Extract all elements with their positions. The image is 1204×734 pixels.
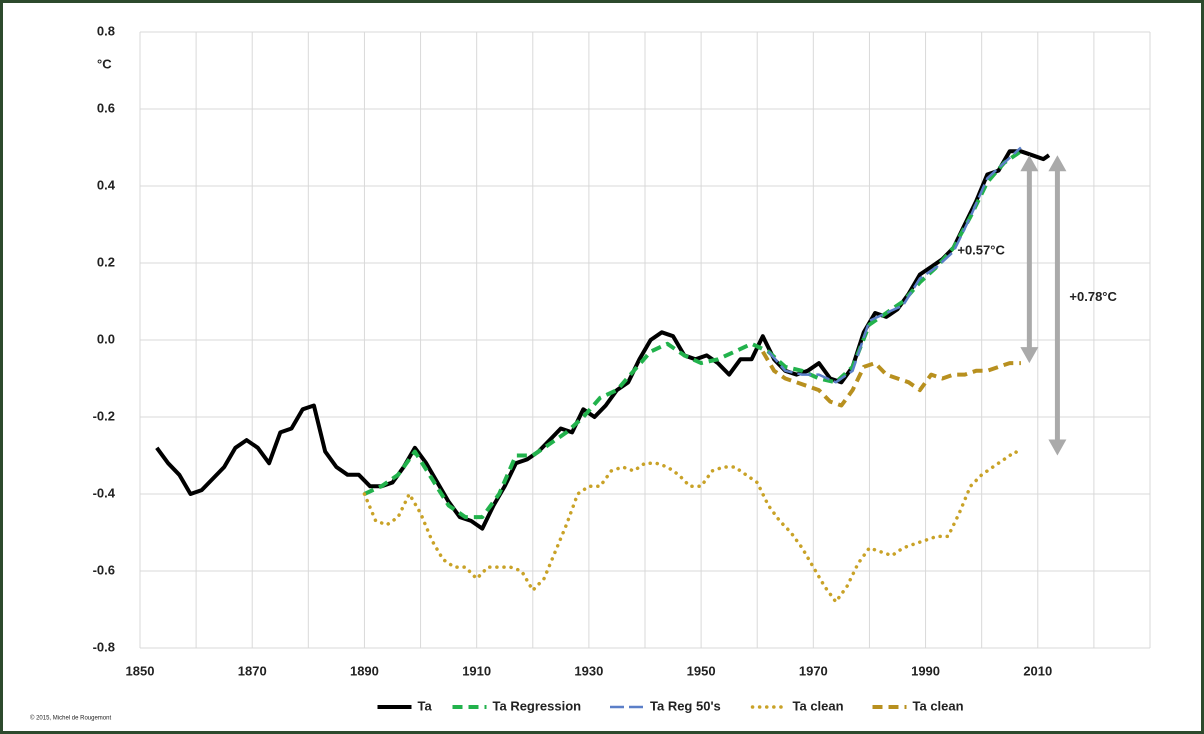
legend-label: Ta Regression xyxy=(493,698,582,713)
y-tick-label: 0.8 xyxy=(97,23,115,38)
x-tick-label: 1850 xyxy=(126,663,155,678)
y-tick-label: -0.8 xyxy=(93,639,115,654)
credit: © 2015, Michel de Rougemont xyxy=(30,715,111,722)
annotation-label: +0.78°C xyxy=(1069,289,1117,304)
y-tick-label: 0.4 xyxy=(97,177,116,192)
legend-label: Ta xyxy=(418,698,433,713)
chart: °C © 2015, Michel de Rougemont -0.8 -0.6 -… xyxy=(30,23,1151,722)
y-tick-label: 0.6 xyxy=(97,100,115,115)
annotation-arrow-head xyxy=(1020,347,1039,364)
y-tick-label: 0.0 xyxy=(97,331,115,346)
legend-label: Ta clean xyxy=(793,698,844,713)
x-tick-label: 1890 xyxy=(350,663,379,678)
annotation-arrow-head xyxy=(1048,439,1067,456)
annotation-arrow-head xyxy=(1020,155,1039,172)
y-tick-label: -0.4 xyxy=(93,485,116,500)
annotation-arrow-head xyxy=(1048,155,1067,172)
x-tick-label: 2010 xyxy=(1023,663,1052,678)
series-line xyxy=(155,149,1051,531)
x-tick-label: 1990 xyxy=(911,663,940,678)
y-unit: °C xyxy=(97,56,112,71)
series-line xyxy=(767,146,1022,384)
annotation-label: +0.57°C xyxy=(957,243,1005,258)
series-line xyxy=(761,350,1021,408)
x-tick-label: 1910 xyxy=(462,663,491,678)
legend-label: Ta Reg 50's xyxy=(650,698,721,713)
x-tick-label: 1870 xyxy=(238,663,267,678)
legend-label: Ta clean xyxy=(913,698,964,713)
x-tick-label: 1930 xyxy=(574,663,603,678)
y-tick-label: 0.2 xyxy=(97,254,115,269)
y-tick-label: -0.2 xyxy=(93,408,115,423)
y-tick-label: -0.6 xyxy=(93,562,115,577)
series-line xyxy=(362,449,1023,604)
x-tick-label: 1950 xyxy=(687,663,716,678)
x-tick-label: 1970 xyxy=(799,663,828,678)
series-line xyxy=(363,149,1023,520)
